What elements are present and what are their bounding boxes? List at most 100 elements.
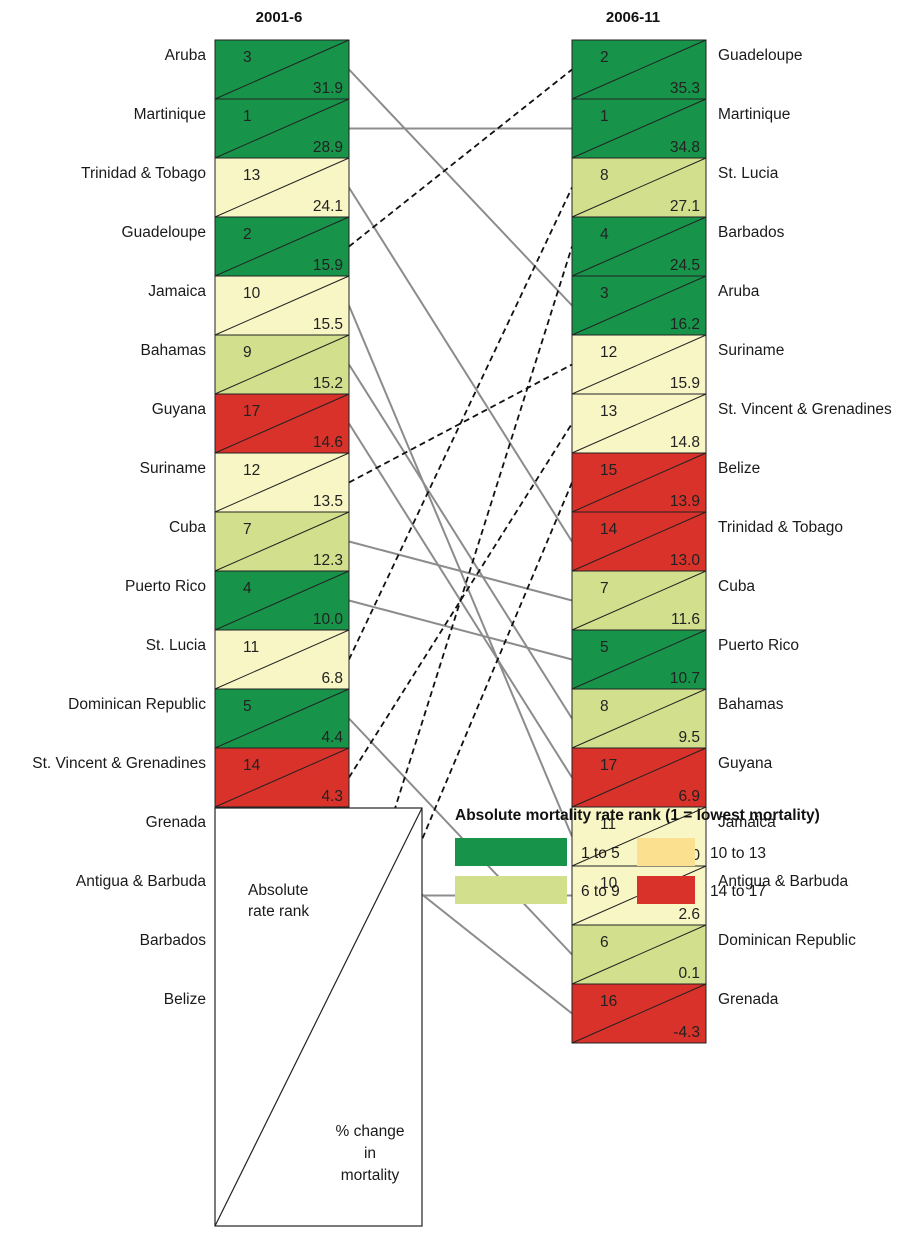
left-cell-guadeloupe: 2 15.9 Guadeloupe [122,216,350,277]
right-rank-st-lucia: 8 [600,167,609,184]
left-pct-trinidad-and-tobago: 24.1 [313,198,343,215]
left-pct-jamaica: 15.5 [313,316,343,333]
right-country-barbados: Barbados [718,224,785,241]
legend-label-14-to-17: 14 to 17 [710,883,766,900]
left-cell-aruba: 3 31.9 Aruba [165,39,350,100]
right-cell-diagonal-dominican-republic [571,924,707,985]
right-cell-aruba: 3 16.2 Aruba [571,275,760,336]
left-rank-jamaica: 10 [243,285,261,302]
right-pct-st-vincent-and-grenadines: 14.8 [670,434,700,451]
connector-trinidad-and-tobago [348,186,573,543]
right-country-cuba: Cuba [718,578,755,595]
right-pct-puerto-rico: 10.7 [670,670,700,687]
right-pct-bahamas: 9.5 [678,729,700,746]
left-cell-diagonal-cuba [214,511,350,572]
right-rank-cuba: 7 [600,580,609,597]
key-bottom-line3: mortality [341,1167,400,1184]
connector-st-lucia [348,187,573,660]
left-pct-cuba: 12.3 [313,552,343,569]
left-country-belize: Belize [164,991,206,1008]
right-cell-diagonal-jamaica [571,806,707,867]
right-rank-st-vincent-and-grenadines: 13 [600,403,617,420]
right-rank-puerto-rico: 5 [600,639,609,656]
right-column: 2 35.3 Guadeloupe 1 34.8 Martinique 8 27.1 St. L… [571,39,892,1044]
left-rank-st-lucia: 11 [243,639,259,656]
left-cell-cuba: 7 12.3 Cuba [169,511,350,572]
left-cell-diagonal-suriname [214,452,350,513]
connector-cuba [348,540,573,602]
left-rank-trinidad-and-tobago: 13 [243,167,260,184]
left-country-dominican-republic: Dominican Republic [68,696,206,713]
left-cell-bahamas: 9 15.2 Bahamas [141,334,350,395]
right-cell-diagonal-grenada [571,983,707,1044]
right-pct-trinidad-and-tobago: 13.0 [670,552,701,569]
left-cell-st-vincent-and-grenadines: 14 4.3 St. Vincent & Grenadines [32,747,350,808]
left-rank-dominican-republic: 5 [243,698,252,715]
connector-suriname [348,363,573,484]
right-rank-antigua-and-barbuda: 10 [600,875,618,892]
left-country-st-vincent-and-grenadines: St. Vincent & Grenadines [32,755,206,772]
left-country-st-lucia: St. Lucia [146,637,207,654]
right-rank-grenada: 16 [600,993,617,1010]
right-cell-diagonal-belize [571,452,707,513]
right-pct-suriname: 15.9 [670,375,700,392]
left-cell-diagonal-guadeloupe [214,216,350,277]
left-pct-suriname: 13.5 [313,493,343,510]
right-pct-dominican-republic: 0.1 [678,965,700,982]
right-cell-st-lucia: 8 27.1 St. Lucia [571,157,779,218]
left-cell-puerto-rico: 4 10.0 Puerto Rico [125,570,350,631]
left-rank-guadeloupe: 2 [243,226,252,243]
left-cell-diagonal-puerto-rico [214,570,350,631]
right-cell-diagonal-barbados [571,216,707,277]
legend: Absolute mortality rate rank (1 = lowest… [455,807,820,904]
right-cell-bahamas: 8 9.5 Bahamas [571,688,784,749]
left-pct-st-lucia: 6.8 [321,670,343,687]
right-cell-diagonal-puerto-rico [571,629,707,690]
right-cell-diagonal-st-lucia [571,157,707,218]
right-cell-diagonal-st-vincent-and-grenadines [571,393,707,454]
right-cell-diagonal-cuba [571,570,707,631]
left-cell-guyana: 17 14.6 Guyana [152,393,350,454]
left-country-aruba: Aruba [165,47,207,64]
left-country-jamaica: Jamaica [148,283,206,300]
right-rank-trinidad-and-tobago: 14 [600,521,618,538]
right-country-st-vincent-and-grenadines: St. Vincent & Grenadines [718,401,892,418]
right-cell-diagonal-bahamas [571,688,707,749]
right-pct-martinique: 34.8 [670,139,700,156]
right-rank-bahamas: 8 [600,698,609,715]
left-country-guyana: Guyana [152,401,207,418]
right-country-aruba: Aruba [718,283,760,300]
left-country-antigua-and-barbuda: Antigua & Barbuda [76,873,207,890]
right-cell-diagonal-aruba [571,275,707,336]
left-cell-diagonal-dominican-republic [214,688,350,749]
left-country-grenada: Grenada [146,814,207,831]
left-pct-guyana: 14.6 [313,434,343,451]
left-rank-puerto-rico: 4 [243,580,252,597]
left-rank-guyana: 17 [243,403,260,420]
left-cell-dominican-republic: 5 4.4 Dominican Republic [68,688,350,749]
connector-guadeloupe [348,68,573,248]
key-diagonal [214,807,423,1227]
right-cell-puerto-rico: 5 10.7 Puerto Rico [571,629,799,690]
right-cell-dominican-republic: 6 0.1 Dominican Republic [571,924,856,985]
left-pct-guadeloupe: 15.9 [313,257,343,274]
left-country-trinidad-and-tobago: Trinidad & Tobago [81,165,206,182]
legend-swatch-6-to-9 [455,876,567,904]
left-cell-suriname: 12 13.5 Suriname [140,452,350,513]
legend-label-6-to-9: 6 to 9 [581,883,620,900]
left-rank-cuba: 7 [243,521,252,538]
right-pct-cuba: 11.6 [671,611,700,628]
right-cell-trinidad-and-tobago: 14 13.0 Trinidad & Tobago [571,511,843,572]
right-rank-martinique: 1 [600,108,609,125]
legend-swatch-10-to-13 [637,838,695,866]
right-country-martinique: Martinique [718,106,790,123]
left-cell-diagonal-jamaica [214,275,350,336]
left-pct-puerto-rico: 10.0 [313,611,344,628]
key-bottom-line1: % change [336,1123,405,1140]
key-bottom-line2: in [364,1145,376,1162]
right-country-jamaica: Jamaica [718,814,776,831]
right-country-st-lucia: St. Lucia [718,165,779,182]
right-country-trinidad-and-tobago: Trinidad & Tobago [718,519,843,536]
left-rank-st-vincent-and-grenadines: 14 [243,757,261,774]
right-cell-martinique: 1 34.8 Martinique [571,98,790,159]
